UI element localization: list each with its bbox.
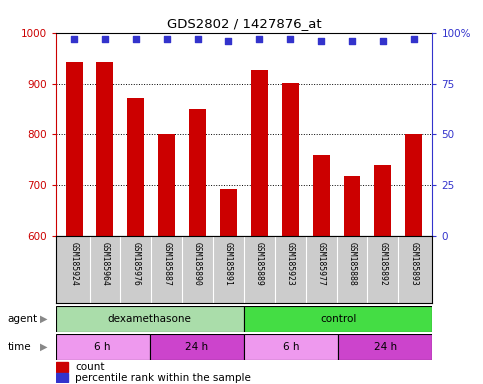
Text: 24 h: 24 h bbox=[374, 342, 397, 352]
Point bbox=[132, 36, 140, 42]
Text: GSM185976: GSM185976 bbox=[131, 242, 141, 285]
Bar bbox=[158, 134, 175, 384]
Point bbox=[70, 36, 78, 42]
Point bbox=[348, 38, 356, 44]
Point bbox=[317, 38, 325, 44]
Text: GSM185977: GSM185977 bbox=[317, 242, 326, 285]
Text: GSM185893: GSM185893 bbox=[409, 242, 418, 285]
Point bbox=[286, 36, 294, 42]
Text: 6 h: 6 h bbox=[283, 342, 299, 352]
Text: GSM185892: GSM185892 bbox=[378, 242, 387, 285]
Bar bbox=[338, 334, 432, 360]
Text: GSM185891: GSM185891 bbox=[224, 242, 233, 285]
Text: 24 h: 24 h bbox=[185, 342, 208, 352]
Bar bbox=[150, 334, 244, 360]
Point bbox=[379, 38, 387, 44]
Title: GDS2802 / 1427876_at: GDS2802 / 1427876_at bbox=[167, 17, 321, 30]
Bar bbox=[56, 334, 150, 360]
Text: control: control bbox=[320, 314, 356, 324]
Bar bbox=[244, 306, 432, 332]
Text: 6 h: 6 h bbox=[94, 342, 111, 352]
Text: GSM185887: GSM185887 bbox=[162, 242, 171, 285]
Bar bbox=[244, 334, 338, 360]
Text: ▶: ▶ bbox=[40, 314, 47, 324]
Bar bbox=[128, 98, 144, 384]
Bar bbox=[313, 155, 329, 384]
Point bbox=[225, 38, 232, 44]
Bar bbox=[97, 62, 114, 384]
Text: percentile rank within the sample: percentile rank within the sample bbox=[75, 372, 251, 383]
Text: dexamethasone: dexamethasone bbox=[108, 314, 192, 324]
Point bbox=[163, 36, 170, 42]
Bar bbox=[220, 189, 237, 384]
Bar bbox=[343, 176, 360, 384]
Bar bbox=[282, 83, 298, 384]
Bar bbox=[56, 306, 244, 332]
Text: GSM185924: GSM185924 bbox=[70, 242, 79, 285]
Text: GSM185888: GSM185888 bbox=[347, 242, 356, 285]
Text: GSM185889: GSM185889 bbox=[255, 242, 264, 285]
Bar bbox=[405, 134, 422, 384]
Text: time: time bbox=[7, 342, 31, 352]
Bar bbox=[189, 109, 206, 384]
Bar bbox=[251, 70, 268, 384]
Text: agent: agent bbox=[7, 314, 37, 324]
Text: GSM185923: GSM185923 bbox=[286, 242, 295, 285]
Bar bbox=[374, 165, 391, 384]
Text: count: count bbox=[75, 362, 105, 372]
Text: GSM185964: GSM185964 bbox=[100, 242, 110, 285]
Text: GSM185890: GSM185890 bbox=[193, 242, 202, 285]
Text: ▶: ▶ bbox=[40, 342, 47, 352]
Bar bbox=[56, 373, 68, 382]
Point bbox=[256, 36, 263, 42]
Bar bbox=[66, 62, 83, 384]
Point bbox=[410, 36, 418, 42]
Point bbox=[194, 36, 201, 42]
Bar bbox=[56, 362, 68, 372]
Point bbox=[101, 36, 109, 42]
